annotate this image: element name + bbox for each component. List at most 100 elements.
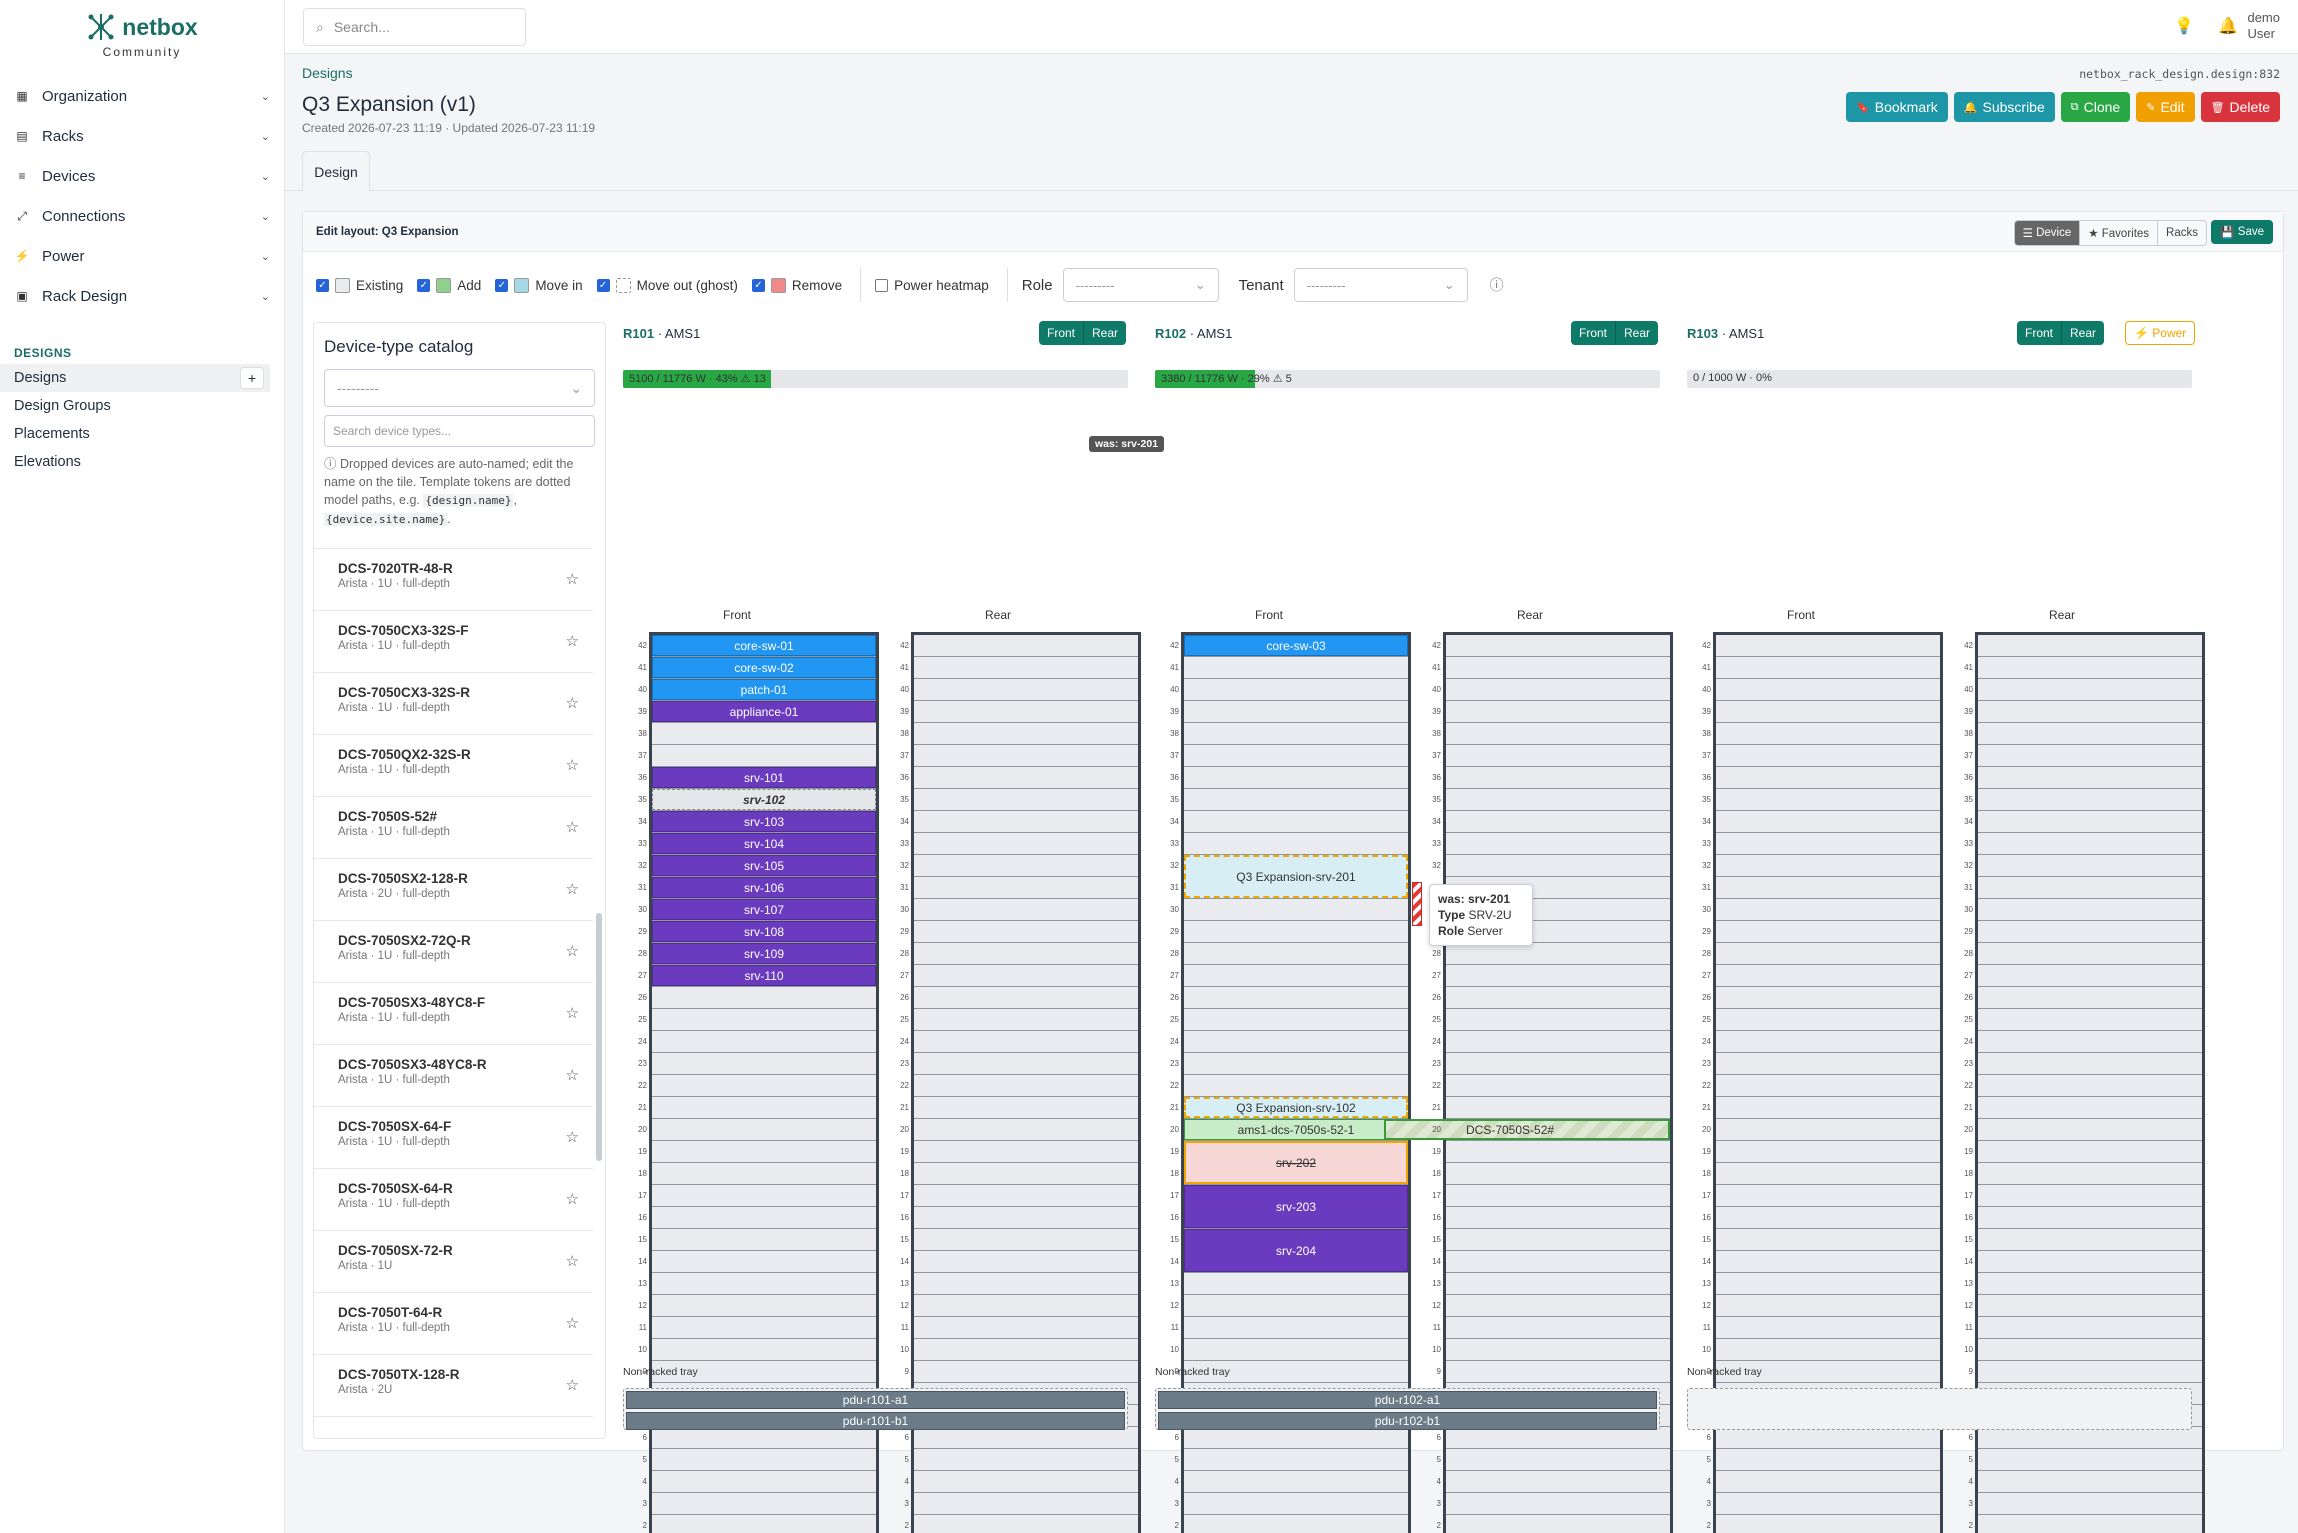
move-out-marker[interactable] bbox=[1412, 882, 1422, 926]
nav-racks[interactable]: ▤ Racks ⌄ bbox=[0, 116, 284, 156]
non-racked-tray[interactable]: pdu-r101-a1 pdu-r101-b1 bbox=[623, 1388, 1128, 1430]
tenant-select[interactable]: --------- ⌄ bbox=[1293, 268, 1468, 302]
legend-checkbox[interactable]: ✓ bbox=[316, 278, 329, 292]
catalog-item[interactable]: DCS-7050SX-72-R Arista · 1U ☆ bbox=[314, 1231, 593, 1293]
user-menu[interactable]: demo User bbox=[2247, 10, 2280, 42]
nav-placements[interactable]: Placements bbox=[14, 426, 90, 442]
legend-existing[interactable]: ✓ Existing bbox=[316, 277, 403, 293]
device-tile[interactable]: srv-108 bbox=[652, 921, 876, 942]
bookmark-button[interactable]: 🔖 Bookmark bbox=[1846, 92, 1948, 122]
edit-button[interactable]: ✎ Edit bbox=[2136, 92, 2195, 122]
device-tile[interactable]: srv-107 bbox=[652, 899, 876, 920]
role-select[interactable]: --------- ⌄ bbox=[1062, 268, 1219, 302]
catalog-item[interactable]: DCS-7050CX3-32S-F Arista · 1U · full-dept… bbox=[314, 611, 593, 673]
rear-button[interactable]: Rear bbox=[2061, 321, 2105, 345]
device-tile[interactable]: srv-109 bbox=[652, 943, 876, 964]
catalog-item[interactable]: DCS-7050QX2-32S-R Arista · 1U · full-dept… bbox=[314, 735, 593, 797]
non-racked-tray[interactable]: pdu-r102-a1 pdu-r102-b1 bbox=[1155, 1388, 1660, 1430]
device-tile[interactable]: srv-104 bbox=[652, 833, 876, 854]
netbox-logo[interactable]: netbox Community bbox=[0, 0, 284, 70]
power-heatmap-toggle[interactable]: Power heatmap bbox=[875, 278, 989, 293]
catalog-item[interactable]: DCS-7050SX2-72Q-R Arista · 1U · full-dept… bbox=[314, 921, 593, 983]
non-racked-tray[interactable] bbox=[1687, 1388, 2192, 1430]
nav-designs[interactable]: Designs + bbox=[0, 364, 270, 392]
catalog-manufacturer-select[interactable]: --------- ⌄ bbox=[324, 369, 595, 407]
device-tile[interactable]: Q3 Expansion-srv-201 bbox=[1184, 855, 1408, 898]
device-tile[interactable]: srv-204 bbox=[1184, 1229, 1408, 1272]
device-tile[interactable]: srv-106 bbox=[652, 877, 876, 898]
star-icon[interactable]: ☆ bbox=[565, 633, 579, 650]
tray-device[interactable]: pdu-r102-b1 bbox=[1158, 1412, 1657, 1430]
star-icon[interactable]: ☆ bbox=[565, 1377, 579, 1394]
nav-elevations[interactable]: Elevations bbox=[14, 454, 81, 470]
legend-move-out-ghost-[interactable]: ✓ Move out (ghost) bbox=[596, 277, 738, 293]
lightbulb-icon[interactable]: 💡 bbox=[2174, 18, 2195, 35]
nav-power[interactable]: ⚡ Power ⌄ bbox=[0, 236, 284, 276]
device-tile[interactable]: srv-105 bbox=[652, 855, 876, 876]
nav-organization[interactable]: ▦ Organization ⌄ bbox=[0, 76, 284, 116]
device-tile[interactable]: core-sw-03 bbox=[1184, 635, 1408, 656]
star-icon[interactable]: ☆ bbox=[565, 1315, 579, 1332]
catalog-search-input[interactable]: Search device types... bbox=[324, 415, 595, 447]
tray-device[interactable]: pdu-r101-a1 bbox=[626, 1391, 1125, 1409]
subscribe-button[interactable]: 🔔 Subscribe bbox=[1953, 92, 2055, 122]
clone-button[interactable]: ⧉ Clone bbox=[2060, 92, 2131, 122]
tray-device[interactable]: pdu-r102-a1 bbox=[1158, 1391, 1657, 1409]
front-button[interactable]: Front bbox=[1039, 321, 1084, 345]
star-icon[interactable]: ☆ bbox=[565, 943, 579, 960]
star-icon[interactable]: ☆ bbox=[565, 1005, 579, 1022]
catalog-item[interactable]: DCS-7020TR-48-R Arista · 1U · full-depth ☆ bbox=[314, 549, 593, 611]
power-button[interactable]: ⚡ Power bbox=[2125, 321, 2196, 345]
star-icon[interactable]: ☆ bbox=[565, 1067, 579, 1084]
info-icon[interactable]: ⓘ bbox=[1489, 277, 1504, 293]
tab-design[interactable]: Design bbox=[302, 151, 370, 192]
device-tile[interactable]: patch-01 bbox=[652, 679, 876, 700]
view-favorites-button[interactable]: ★ Favorites bbox=[2079, 221, 2157, 245]
tray-device[interactable]: pdu-r101-b1 bbox=[626, 1412, 1125, 1430]
bell-icon[interactable]: 🔔 bbox=[2218, 18, 2238, 35]
catalog-item[interactable]: DCS-7050CX3-32S-R Arista · 1U · full-dept… bbox=[314, 673, 593, 735]
star-icon[interactable]: ☆ bbox=[565, 881, 579, 898]
legend-add[interactable]: ✓ Add bbox=[417, 277, 481, 293]
legend-checkbox[interactable]: ✓ bbox=[596, 278, 610, 292]
rear-button[interactable]: Rear bbox=[1083, 321, 1127, 345]
front-button[interactable]: Front bbox=[2017, 321, 2062, 345]
nav-design-groups[interactable]: Design Groups bbox=[14, 398, 111, 414]
catalog-item[interactable]: DCS-7050TX-128-R Arista · 2U ☆ bbox=[314, 1355, 593, 1417]
device-tile[interactable]: core-sw-02 bbox=[652, 657, 876, 678]
legend-checkbox[interactable]: ✓ bbox=[417, 278, 431, 292]
catalog-item[interactable]: DCS-7050SX-64-R Arista · 1U · full-depth ☆ bbox=[314, 1169, 593, 1231]
device-tile[interactable]: srv-102 bbox=[652, 789, 876, 810]
catalog-item[interactable]: DCS-7050SX3-48YC8-R Arista · 1U · full-de… bbox=[314, 1045, 593, 1107]
device-tile[interactable]: Q3 Expansion-srv-102 bbox=[1184, 1097, 1408, 1118]
catalog-item[interactable]: DCS-7050S-52# Arista · 1U · full-depth ☆ bbox=[314, 797, 593, 859]
device-tile[interactable]: DCS-7050S-52# bbox=[1384, 1119, 1670, 1140]
device-tile[interactable]: appliance-01 bbox=[652, 701, 876, 722]
search-input[interactable]: ⌕ Search... bbox=[303, 8, 526, 46]
star-icon[interactable]: ☆ bbox=[565, 1253, 579, 1270]
delete-button[interactable]: 🗑 Delete bbox=[2200, 92, 2280, 122]
power-heatmap-checkbox[interactable] bbox=[875, 278, 889, 292]
device-tile[interactable]: srv-101 bbox=[652, 767, 876, 788]
nav-rack-design[interactable]: ▣ Rack Design ⌄ bbox=[0, 276, 284, 316]
nav-connections[interactable]: ⤢ Connections ⌄ bbox=[0, 196, 284, 236]
device-tile[interactable]: srv-202 bbox=[1184, 1141, 1408, 1184]
star-icon[interactable]: ☆ bbox=[565, 571, 579, 588]
catalog-item[interactable]: DCS-7050SX-64-F Arista · 1U · full-depth ☆ bbox=[314, 1107, 593, 1169]
device-tile[interactable]: srv-110 bbox=[652, 965, 876, 986]
catalog-item[interactable]: DCS-7050T-64-R Arista · 1U · full-depth ☆ bbox=[314, 1293, 593, 1355]
device-tile[interactable]: core-sw-01 bbox=[652, 635, 876, 656]
add-design-button[interactable]: + bbox=[240, 367, 264, 389]
star-icon[interactable]: ☆ bbox=[565, 1191, 579, 1208]
star-icon[interactable]: ☆ bbox=[565, 757, 579, 774]
device-tile[interactable]: ams1-dcs-7050s-52-1 bbox=[1184, 1119, 1408, 1140]
rear-button[interactable]: Rear bbox=[1615, 321, 1659, 345]
nav-devices[interactable]: ≡ Devices ⌄ bbox=[0, 156, 284, 196]
rack-name[interactable]: R101 bbox=[623, 326, 655, 341]
device-tile[interactable]: srv-203 bbox=[1184, 1185, 1408, 1228]
catalog-item[interactable]: DCS-7050SX3-48YC8-F Arista · 1U · full-de… bbox=[314, 983, 593, 1045]
star-icon[interactable]: ☆ bbox=[565, 819, 579, 836]
view-racks-button[interactable]: Racks bbox=[2157, 221, 2206, 245]
save-button[interactable]: 💾 Save bbox=[2211, 220, 2273, 244]
legend-checkbox[interactable]: ✓ bbox=[751, 278, 765, 292]
